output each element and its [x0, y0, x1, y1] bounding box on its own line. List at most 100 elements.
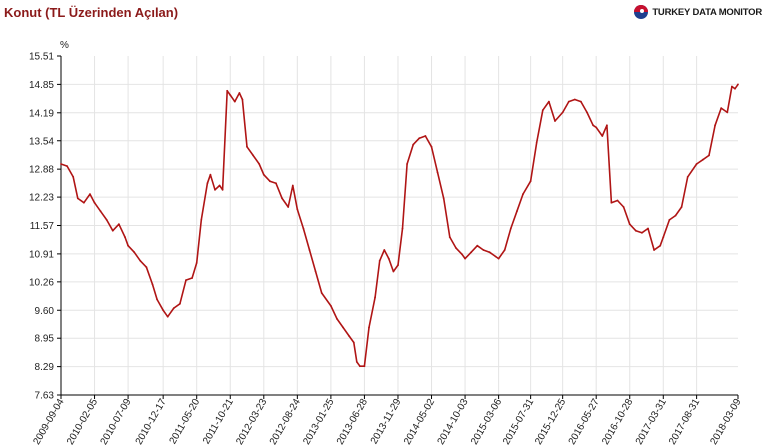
data-point [616, 199, 619, 202]
data-point [476, 244, 479, 247]
x-tick-label: 2015-07-31 [501, 397, 536, 447]
data-point [72, 176, 75, 178]
data-point [497, 257, 500, 260]
data-point [302, 227, 305, 230]
data-point [397, 264, 399, 266]
data-point [258, 163, 261, 165]
data-point [731, 85, 733, 88]
data-point [238, 92, 241, 94]
data-point [680, 206, 683, 208]
data-point [464, 257, 466, 260]
data-point [659, 244, 662, 247]
data-point [359, 365, 361, 368]
data-point [133, 251, 136, 254]
data-point [516, 210, 518, 213]
data-point [592, 124, 594, 127]
data-point [145, 266, 148, 269]
data-point [455, 247, 457, 249]
data-point [162, 309, 165, 312]
data-point [99, 210, 102, 213]
data-point [246, 145, 248, 148]
data-point [702, 158, 704, 161]
data-point [647, 227, 649, 230]
data-point [494, 255, 497, 258]
x-tick-label: 2013-06-28 [335, 397, 370, 447]
y-tick-label: 7.63 [35, 391, 55, 402]
data-point [674, 214, 677, 217]
y-tick-label: 9.60 [35, 306, 55, 317]
data-point [561, 111, 564, 114]
data-point [424, 135, 427, 137]
data-point [172, 307, 175, 309]
y-tick-label: 14.85 [29, 80, 54, 91]
data-point [111, 229, 114, 232]
data-point [378, 259, 381, 262]
data-point [726, 111, 729, 114]
data-point [503, 249, 506, 251]
y-tick-label: 8.95 [35, 334, 55, 345]
data-point [606, 124, 608, 127]
y-tick-label: 8.29 [35, 362, 55, 373]
x-tick-label: 2012-03-23 [234, 397, 269, 447]
globe-logo-icon [634, 5, 649, 19]
data-point [714, 124, 716, 127]
data-point [336, 318, 338, 320]
data-point [653, 249, 655, 251]
brand-logo: TURKEY DATA MONITOR [634, 5, 762, 19]
data-point [320, 292, 323, 294]
x-tick-label: 2012-08-24 [268, 397, 303, 447]
x-tick-label: 2013-11-29 [369, 397, 404, 447]
data-point [548, 100, 550, 103]
data-point [641, 231, 643, 234]
x-tick-label: 2010-12-17 [134, 397, 169, 447]
data-point [139, 259, 142, 262]
data-point [156, 298, 159, 301]
data-point [269, 180, 271, 183]
x-tick-label: 2016-10-28 [600, 397, 635, 447]
data-point [535, 141, 538, 144]
data-point [308, 249, 311, 251]
data-point [622, 206, 625, 208]
data-point [734, 87, 736, 90]
data-point [179, 302, 181, 305]
data-point [124, 236, 126, 239]
y-axis-label: % [60, 40, 69, 51]
data-point [488, 251, 491, 254]
data-point [387, 257, 390, 260]
data-point [442, 197, 445, 200]
chart-title: Konut (TL Üzerinden Açılan) [4, 5, 179, 20]
data-point [355, 361, 358, 363]
data-point [118, 223, 120, 226]
data-point [291, 184, 294, 187]
data-point [127, 244, 129, 247]
data-point [695, 163, 698, 165]
x-tick-label: 2011-05-20 [168, 397, 203, 447]
brand-name: TURKEY DATA MONITOR [652, 6, 762, 18]
data-point [470, 251, 473, 254]
data-point [368, 326, 370, 329]
data-point [348, 335, 351, 337]
x-tick-label: 2017-08-31 [667, 397, 702, 447]
data-point [529, 180, 532, 183]
data-point [241, 98, 244, 101]
data-point [233, 100, 236, 103]
data-point [586, 111, 588, 114]
data-point [166, 315, 169, 318]
x-tick-label: 2018-03-09 [708, 397, 743, 447]
data-point [206, 182, 209, 185]
axis-layer [57, 55, 739, 399]
data-point [105, 219, 108, 221]
data-point [195, 262, 198, 264]
data-point [363, 365, 366, 368]
data-point [610, 201, 613, 204]
data-point [567, 100, 570, 103]
y-tick-labels: 15.51 14.85 14.19 13.54 12.88 12.23 11.57 10.91… [29, 52, 54, 402]
data-point [580, 100, 582, 103]
x-tick-label: 2010-02-05 [65, 397, 100, 447]
data-point [314, 270, 317, 273]
data-point [461, 253, 463, 256]
y-tick-label: 10.91 [29, 249, 54, 260]
data-point [686, 176, 689, 178]
